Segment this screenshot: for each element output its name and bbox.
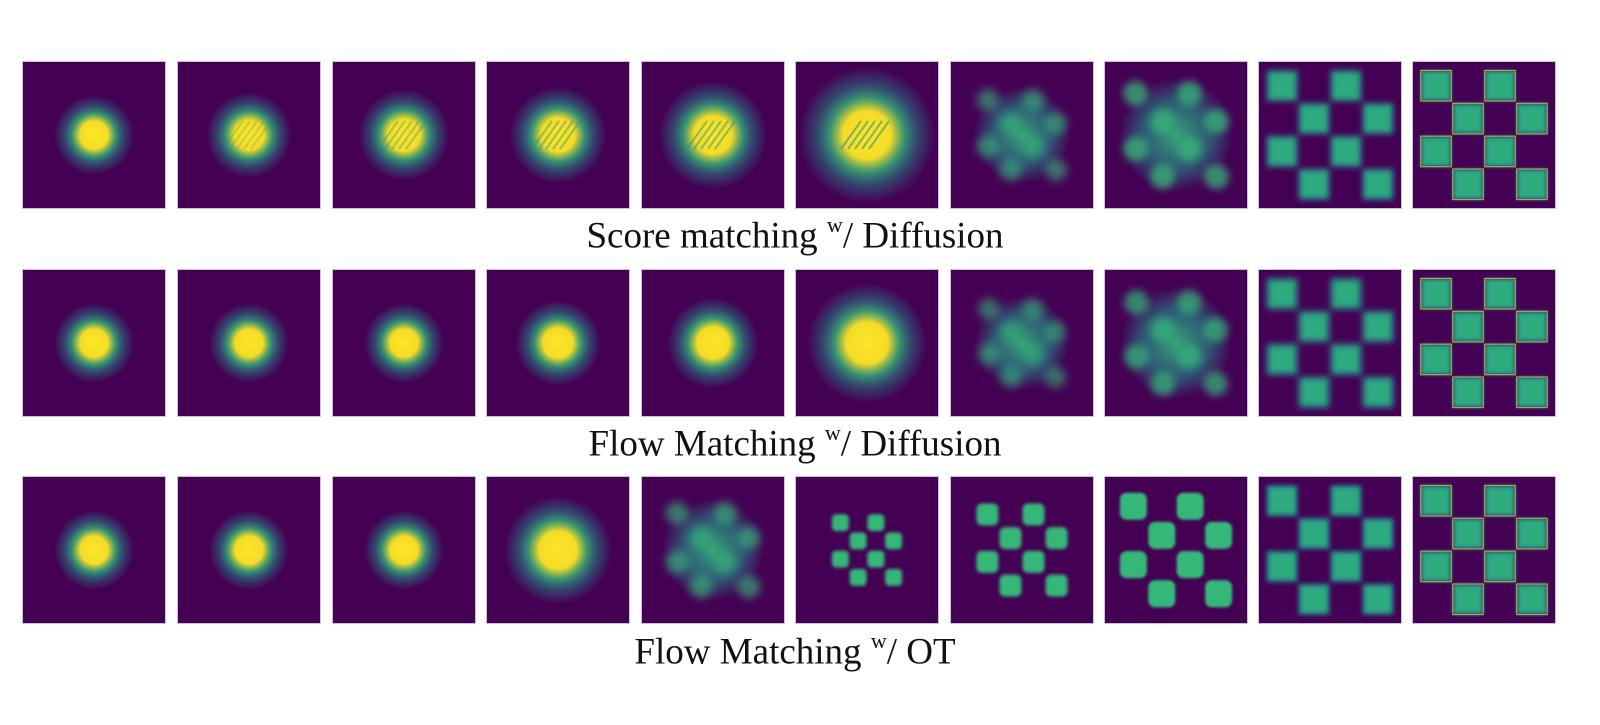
row2-panel-9-density-image <box>1259 270 1401 416</box>
row3-panel-2 <box>177 476 321 624</box>
row1-panel-7 <box>950 61 1094 209</box>
row2-panel-4-density-image <box>487 270 629 416</box>
row3-panel-3 <box>332 476 476 624</box>
row3-panel-1-density-image <box>23 477 165 623</box>
row2-panel-2-density-image <box>178 270 320 416</box>
row3-panel-5 <box>641 476 785 624</box>
row1-panel-3-density-image <box>333 62 475 208</box>
row1-panel-10-density-image <box>1413 62 1555 208</box>
row2-panel-7-density-image <box>951 270 1093 416</box>
row2-panel-5-density-image <box>642 270 784 416</box>
caption-score-matching-diffusion: Score matching w/ Diffusion <box>586 212 1004 257</box>
row1-panel-1-density-image <box>23 62 165 208</box>
row2-panel-4 <box>486 269 630 417</box>
row1-panel-9-density-image <box>1259 62 1401 208</box>
row3-panel-5-density-image <box>642 477 784 623</box>
row2-panel-1 <box>22 269 166 417</box>
row1-panel-2-density-image <box>178 62 320 208</box>
row1-panel-3 <box>332 61 476 209</box>
row1-panel-8-density-image <box>1105 62 1247 208</box>
row2-panel-8-density-image <box>1105 270 1247 416</box>
caption-flow-matching-ot: Flow Matching w/ OT <box>634 628 956 673</box>
row3-panel-4 <box>486 476 630 624</box>
row3-panel-7-density-image <box>951 477 1093 623</box>
row1-panel-5-density-image <box>642 62 784 208</box>
row2-panel-2 <box>177 269 321 417</box>
row3-panel-8-density-image <box>1105 477 1247 623</box>
row2-panel-9 <box>1258 269 1402 417</box>
row1-panel-4-density-image <box>487 62 629 208</box>
row1-panel-6-density-image <box>796 62 938 208</box>
row3-panel-3-density-image <box>333 477 475 623</box>
caption-flow-matching-diffusion: Flow Matching w/ Diffusion <box>588 420 1002 465</box>
row1-panel-4 <box>486 61 630 209</box>
row2-panel-3 <box>332 269 476 417</box>
row1-panel-10 <box>1412 61 1556 209</box>
row-score-matching-diffusion <box>22 61 1562 209</box>
row-flow-matching-diffusion <box>22 269 1562 417</box>
row2-panel-6 <box>795 269 939 417</box>
row1-panel-7-density-image <box>951 62 1093 208</box>
row2-panel-7 <box>950 269 1094 417</box>
row1-panel-2 <box>177 61 321 209</box>
row2-panel-3-density-image <box>333 270 475 416</box>
row1-panel-5 <box>641 61 785 209</box>
row3-panel-9-density-image <box>1259 477 1401 623</box>
row3-panel-6-density-image <box>796 477 938 623</box>
row3-panel-7 <box>950 476 1094 624</box>
row2-panel-8 <box>1104 269 1248 417</box>
row1-panel-9 <box>1258 61 1402 209</box>
row3-panel-2-density-image <box>178 477 320 623</box>
row3-panel-9 <box>1258 476 1402 624</box>
row3-panel-6 <box>795 476 939 624</box>
row2-panel-10 <box>1412 269 1556 417</box>
row2-panel-1-density-image <box>23 270 165 416</box>
row3-panel-4-density-image <box>487 477 629 623</box>
row3-panel-10-density-image <box>1413 477 1555 623</box>
row3-panel-1 <box>22 476 166 624</box>
row3-panel-8 <box>1104 476 1248 624</box>
row2-panel-5 <box>641 269 785 417</box>
row1-panel-1 <box>22 61 166 209</box>
row2-panel-6-density-image <box>796 270 938 416</box>
row3-panel-10 <box>1412 476 1556 624</box>
row1-panel-8 <box>1104 61 1248 209</box>
row1-panel-6 <box>795 61 939 209</box>
row-flow-matching-ot <box>22 476 1562 624</box>
row2-panel-10-density-image <box>1413 270 1555 416</box>
